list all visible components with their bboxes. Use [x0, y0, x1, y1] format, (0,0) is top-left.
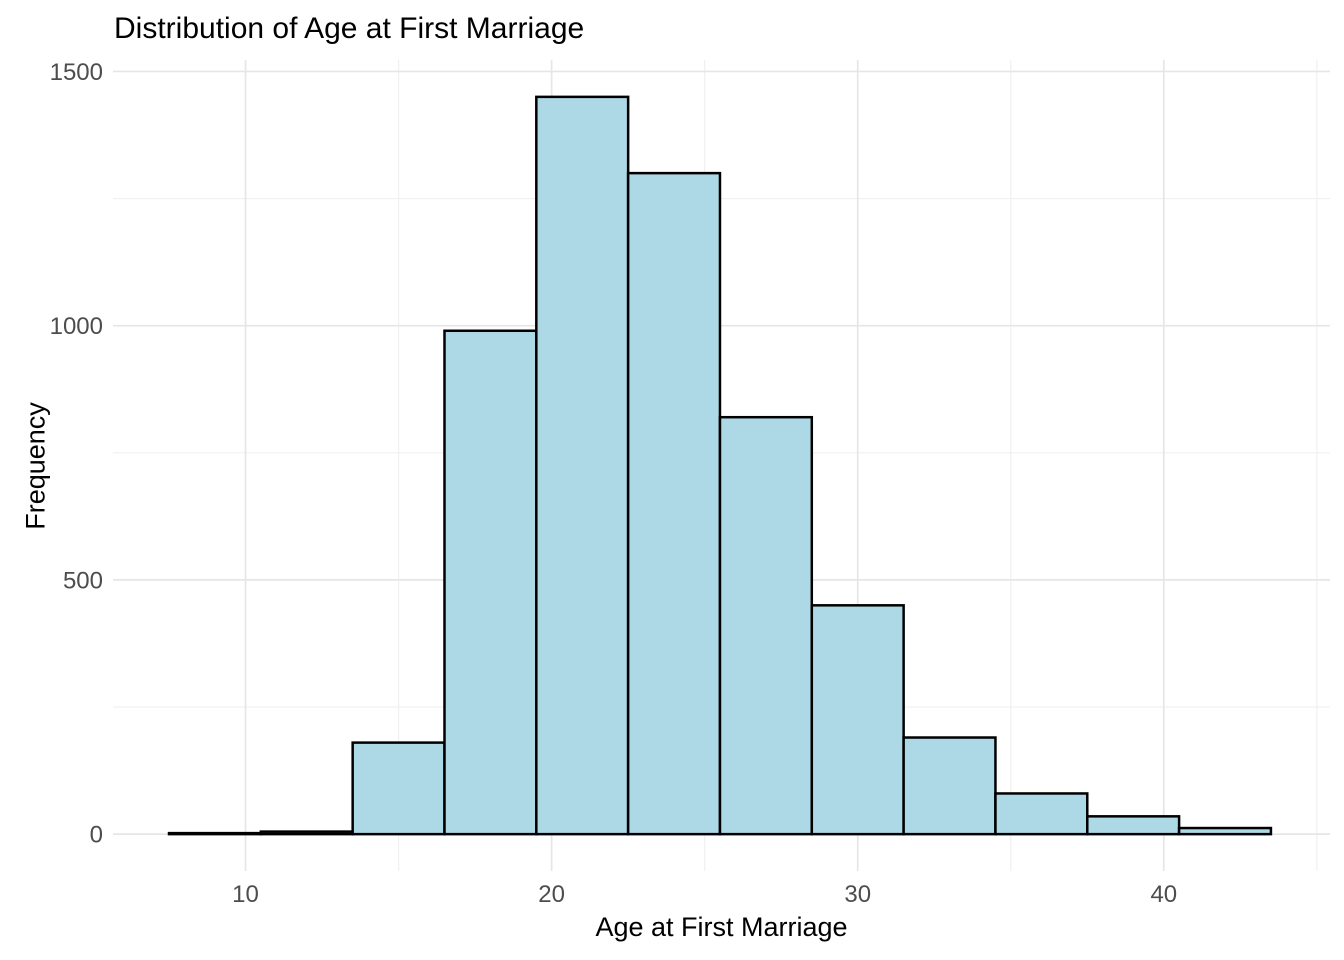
histogram-bar — [1086, 815, 1181, 836]
histogram-bar — [994, 792, 1089, 836]
histogram-bar — [810, 604, 905, 836]
histogram-bar — [167, 831, 263, 836]
plot-title: Distribution of Age at First Marriage — [114, 12, 585, 45]
histogram-bar — [535, 95, 630, 836]
histogram-bar — [1177, 826, 1273, 836]
x-axis-title: Age at First Marriage — [595, 912, 848, 942]
x-tick-label: 40 — [1150, 881, 1177, 908]
y-tick-label: 1500 — [50, 59, 103, 86]
histogram-bar — [351, 741, 446, 836]
y-axis-title: Frequency — [20, 402, 51, 530]
y-tick-label: 1000 — [50, 313, 103, 340]
y-tick-label: 0 — [90, 822, 103, 849]
histogram-bar — [626, 171, 722, 836]
x-tick-label: 20 — [538, 881, 565, 908]
x-tick-label: 30 — [844, 881, 871, 908]
histogram-bar — [259, 830, 354, 836]
histogram-bar — [902, 736, 997, 836]
y-tick-label: 500 — [63, 567, 103, 594]
histogram-bar — [443, 329, 538, 836]
x-tick-label: 10 — [232, 881, 259, 908]
histogram-bar — [718, 415, 814, 836]
